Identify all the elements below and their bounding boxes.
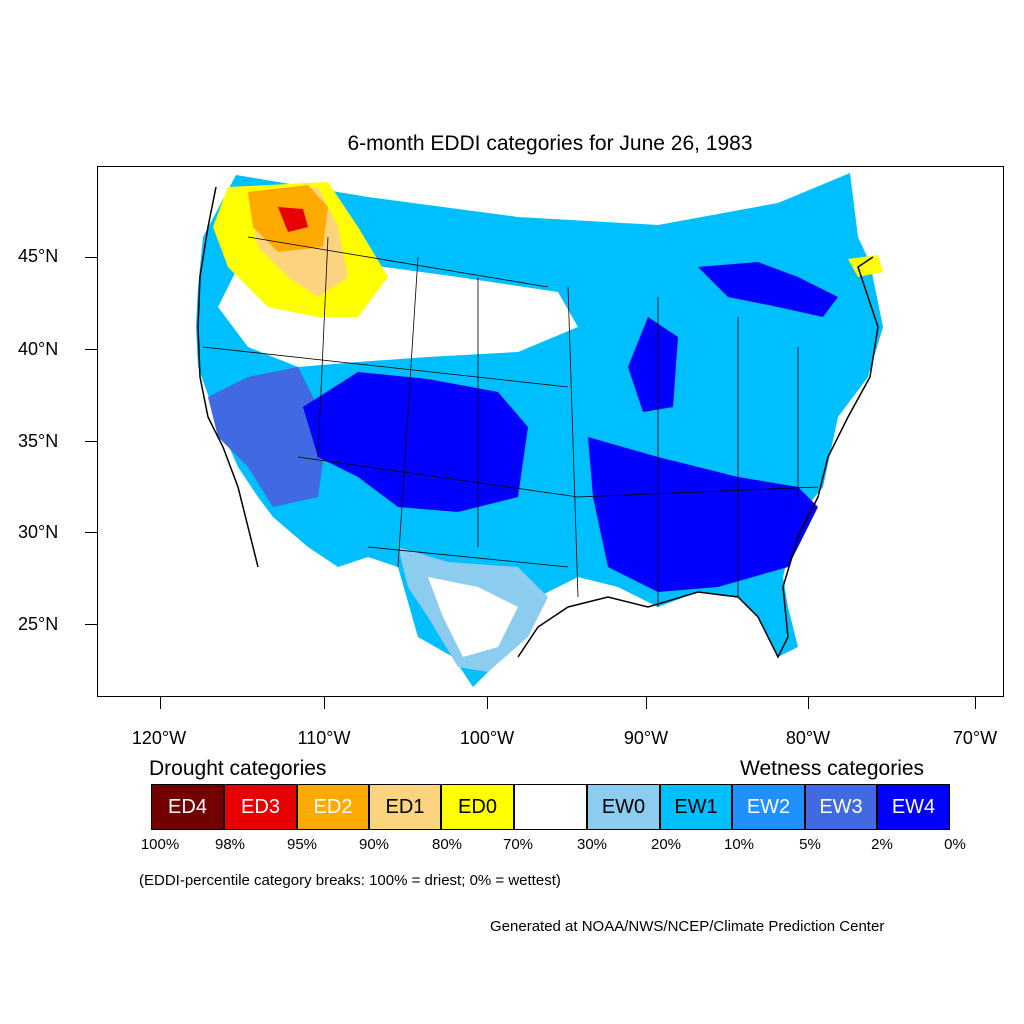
lon-label-110w: 110°W — [297, 728, 351, 748]
wet-region-ew4-central — [303, 372, 528, 512]
map-canvas — [196, 173, 883, 687]
lon-label-120w: 120°W — [131, 728, 187, 748]
legend-box-ed1: ED1 — [369, 784, 441, 830]
state-borders — [202, 236, 819, 607]
legend-break-label: 95% — [286, 836, 318, 853]
legend-break-label: 0% — [944, 836, 966, 853]
wet-region-ew4-southeast — [588, 437, 818, 592]
lat-label-45n: 45°N — [18, 246, 59, 266]
category-note: (EDDI-percentile category breaks: 100% =… — [139, 872, 561, 889]
legend-break-label: 100% — [140, 836, 180, 853]
legend-box-ew3: EW3 — [805, 784, 877, 830]
lat-label-35n: 35°N — [18, 431, 59, 451]
lat-label-30n: 30°N — [18, 522, 59, 542]
legend-box-ew2: EW2 — [732, 784, 805, 830]
legend-break-label: 5% — [799, 836, 821, 853]
eddi-map — [97, 166, 1004, 697]
drought-heading: Drought categories — [149, 757, 327, 780]
legend-break-label: 2% — [871, 836, 893, 853]
lon-tick-90w — [646, 697, 647, 709]
coastline — [197, 186, 879, 659]
lat-label-25n: 25°N — [18, 614, 59, 634]
lon-label-100w: 100°W — [459, 728, 515, 748]
lon-tick-80w — [808, 697, 809, 709]
drought-region-ed3 — [278, 207, 308, 232]
legend-box-normal — [514, 784, 587, 830]
legend-box-ew4: EW4 — [877, 784, 950, 830]
legend-box-ew1: EW1 — [660, 784, 732, 830]
wet-region-ew4-midwest — [628, 317, 678, 412]
legend-break-label: 20% — [650, 836, 682, 853]
lon-tick-110w — [324, 697, 325, 709]
legend-box-ed3: ED3 — [224, 784, 297, 830]
legend-break-label: 90% — [358, 836, 390, 853]
legend-break-label: 10% — [723, 836, 755, 853]
wet-region-ew4-northeast — [698, 262, 838, 317]
lat-tick-25n — [85, 624, 97, 625]
lon-tick-70w — [975, 697, 976, 709]
legend-box-ew0: EW0 — [587, 784, 660, 830]
legend-break-label: 80% — [431, 836, 463, 853]
legend-box-ed4: ED4 — [151, 784, 224, 830]
legend-break-label: 98% — [214, 836, 246, 853]
lat-label-40n: 40°N — [18, 339, 59, 359]
lon-tick-120w — [160, 697, 161, 709]
legend-break-label: 70% — [502, 836, 534, 853]
legend-box-ed0: ED0 — [441, 784, 514, 830]
lon-label-90w: 90°W — [623, 728, 669, 748]
credit-line: Generated at NOAA/NWS/NCEP/Climate Predi… — [490, 918, 885, 935]
wetness-heading: Wetness categories — [740, 757, 925, 780]
lat-tick-40n — [85, 349, 97, 350]
lat-tick-45n — [85, 257, 97, 258]
wet-region-ew3-west — [208, 367, 328, 507]
legend-break-label: 30% — [576, 836, 608, 853]
normal-region-texas-inner — [428, 577, 518, 657]
lat-tick-30n — [85, 532, 97, 533]
drought-spot-northeast — [848, 255, 883, 277]
map-title: 6-month EDDI categories for June 26, 198… — [347, 132, 753, 155]
lat-tick-35n — [85, 441, 97, 442]
lon-tick-100w — [487, 697, 488, 709]
lon-label-70w: 70°W — [952, 728, 998, 748]
legend-box-ed2: ED2 — [297, 784, 369, 830]
lon-label-80w: 80°W — [785, 728, 831, 748]
